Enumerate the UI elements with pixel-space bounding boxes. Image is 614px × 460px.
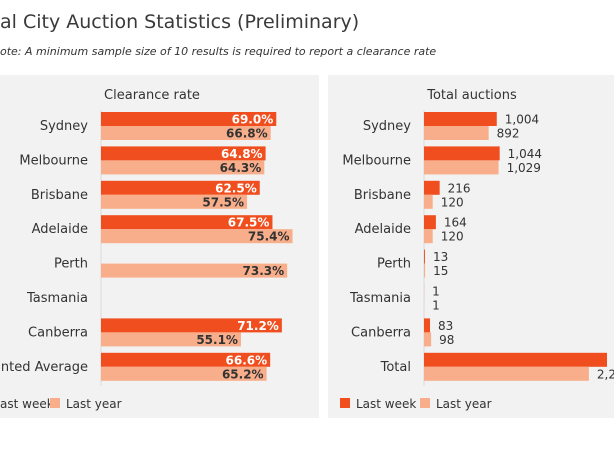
auctions-category-label: Sydney xyxy=(363,119,411,134)
clearance-data-label: 65.2% xyxy=(222,367,264,381)
clearance-category-label: Brisbane xyxy=(31,188,88,203)
sample-size-note: ote: A minimum sample size of 10 results… xyxy=(0,45,437,58)
clearance-category-label: Melbourne xyxy=(19,153,88,168)
clearance-bar-last-year xyxy=(101,126,271,140)
auctions-data-label: 1,029 xyxy=(507,161,541,175)
auctions-data-label: 15 xyxy=(433,264,448,278)
clearance-data-label: 57.5% xyxy=(202,195,244,209)
auctions-bar-last-year xyxy=(424,229,433,244)
clearance-category-label: Sydney xyxy=(40,119,88,134)
auctions-data-label: 120 xyxy=(441,230,464,244)
auctions-legend-label-last-week: Last week xyxy=(356,397,416,411)
auctions-bar-last-week xyxy=(424,180,440,195)
auctions-data-label: 13 xyxy=(433,250,448,264)
clearance-bar-last-week xyxy=(101,112,277,126)
auctions-bar-last-year xyxy=(424,126,489,140)
clearance-data-label: 69.0% xyxy=(232,113,274,127)
auctions-chart-title: Total auctions xyxy=(426,88,517,103)
clearance-category-label: Canberra xyxy=(28,325,88,340)
auctions-category-label: Perth xyxy=(377,257,411,272)
auctions-data-label: 1 xyxy=(432,285,440,299)
clearance-bar-last-year xyxy=(101,332,241,347)
auctions-category-label: Tasmania xyxy=(349,291,411,306)
auctions-bar-last-year xyxy=(424,366,589,381)
clearance-bar-last-year xyxy=(101,366,267,381)
auctions-data-label: 216 xyxy=(448,181,471,195)
auctions-category-label: Brisbane xyxy=(354,188,411,203)
clearance-data-label: 64.8% xyxy=(221,147,263,161)
auctions-legend-swatch-last-year xyxy=(420,398,430,408)
clearance-data-label: 66.6% xyxy=(226,353,268,367)
clearance-data-label: 66.8% xyxy=(226,127,268,141)
clearance-data-label: 55.1% xyxy=(196,333,238,347)
clearance-legend-label-last-week: ast week xyxy=(0,397,54,411)
auctions-bar-last-year xyxy=(424,332,432,347)
clearance-bar-last-week xyxy=(101,352,271,367)
clearance-legend-swatch-last-year xyxy=(50,398,60,408)
clearance-bar-last-week xyxy=(101,180,260,195)
auctions-data-label: 892 xyxy=(497,127,520,141)
auctions-bar-last-week xyxy=(424,249,425,264)
clearance-bar-last-year xyxy=(101,160,265,175)
clearance-legend-label-last-year: Last year xyxy=(66,397,122,411)
auctions-legend-label-last-year: Last year xyxy=(436,397,492,411)
auctions-bar-last-week xyxy=(424,112,497,126)
clearance-chart-title: Clearance rate xyxy=(104,88,200,103)
clearance-bar-last-year xyxy=(101,263,288,278)
auctions-category-label: Adelaide xyxy=(355,222,411,237)
auctions-legend-swatch-last-week xyxy=(340,398,350,408)
auctions-data-label: 2,2 xyxy=(597,367,614,381)
auctions-bar-last-year xyxy=(424,194,433,209)
auctions-data-label: 98 xyxy=(439,333,454,347)
auctions-data-label: 1,044 xyxy=(508,147,542,161)
auctions-data-label: 1 xyxy=(432,299,440,313)
auctions-bar-last-week xyxy=(424,146,500,161)
clearance-category-label: Perth xyxy=(54,257,88,272)
auctions-category-label: Canberra xyxy=(351,325,411,340)
auctions-bar-last-week xyxy=(424,352,607,367)
auctions-data-label: 1,004 xyxy=(505,113,539,127)
auctions-bar-last-week xyxy=(424,215,436,230)
auctions-data-label: 120 xyxy=(441,195,464,209)
clearance-data-label: 64.3% xyxy=(220,161,262,175)
clearance-bar-last-week xyxy=(101,146,266,161)
auctions-bar-last-year xyxy=(424,263,426,278)
auctions-data-label: 164 xyxy=(444,216,467,230)
clearance-bar-last-year xyxy=(101,229,293,244)
clearance-data-label: 62.5% xyxy=(215,181,257,195)
clearance-category-label: Tasmania xyxy=(26,291,88,306)
clearance-category-label: nted Average xyxy=(1,360,88,375)
auctions-category-label: Melbourne xyxy=(342,153,411,168)
clearance-bar-last-week xyxy=(101,215,273,230)
clearance-data-label: 75.4% xyxy=(248,230,290,244)
auctions-bar-last-week xyxy=(424,318,431,333)
auctions-data-label: 83 xyxy=(438,319,453,333)
clearance-bar-last-year xyxy=(101,194,248,209)
auctions-category-label: Total xyxy=(380,360,411,375)
clearance-data-label: 71.2% xyxy=(237,319,279,333)
clearance-data-label: 67.5% xyxy=(228,216,270,230)
clearance-category-label: Adelaide xyxy=(32,222,88,237)
page-title: al City Auction Statistics (Preliminary) xyxy=(0,11,360,33)
auctions-bar-last-year xyxy=(424,160,499,175)
clearance-bar-last-week xyxy=(101,318,282,333)
clearance-data-label: 73.3% xyxy=(243,264,285,278)
